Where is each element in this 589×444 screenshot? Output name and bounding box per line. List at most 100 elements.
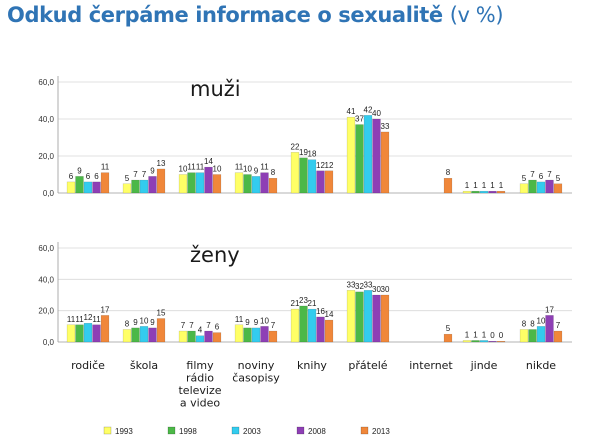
bar	[443, 333, 453, 343]
data-label: 17	[101, 305, 110, 314]
data-label: 5	[125, 174, 130, 183]
data-label: 7	[142, 170, 147, 179]
legend-swatch	[167, 426, 176, 435]
bar	[243, 327, 252, 343]
bar	[100, 172, 110, 194]
data-label: 1	[490, 181, 495, 190]
data-label: 5	[446, 324, 451, 333]
data-label: 0	[490, 331, 495, 340]
bar	[290, 152, 300, 194]
y-tick-label: 40,0	[38, 115, 54, 124]
bar	[519, 329, 529, 343]
data-label: 11	[235, 163, 244, 172]
x-category-label: rádio	[186, 372, 214, 385]
x-category-label: rodiče	[71, 359, 105, 372]
data-label: 1	[482, 181, 487, 190]
data-label: 1	[473, 330, 478, 339]
data-label: 11	[67, 315, 76, 324]
data-label: 7	[181, 321, 186, 330]
data-label: 8	[125, 319, 130, 328]
legend-label: 1993	[115, 427, 133, 436]
data-label: 11	[187, 163, 196, 172]
data-label: 18	[308, 150, 317, 159]
data-label: 6	[69, 172, 74, 181]
data-label: 12	[316, 161, 325, 170]
data-label: 10	[260, 316, 269, 325]
y-tick-label: 20,0	[38, 152, 54, 161]
legend-swatch	[296, 426, 305, 435]
bar	[204, 330, 213, 343]
data-label: 17	[545, 305, 554, 314]
data-label: 10	[243, 165, 252, 174]
data-label: 7	[189, 321, 194, 330]
y-tick-label: 20,0	[38, 307, 54, 316]
bar	[195, 335, 205, 343]
bar	[355, 124, 364, 194]
panel-title-zeny: ženy	[190, 243, 240, 267]
data-label: 41	[347, 107, 356, 116]
bar	[316, 170, 325, 194]
data-label: 9	[77, 166, 82, 175]
data-label: 8	[522, 319, 527, 328]
bar	[178, 174, 188, 194]
bar	[234, 324, 244, 343]
bar	[204, 166, 213, 194]
data-label: 15	[157, 309, 166, 318]
y-tick-label: 60,0	[38, 78, 54, 87]
data-label: 11	[196, 163, 205, 172]
bar	[83, 323, 93, 343]
legend-swatch	[360, 426, 369, 435]
panel-title-muzi: muži	[190, 77, 241, 101]
legend-swatch	[103, 426, 112, 435]
data-label: 1	[465, 330, 470, 339]
bar	[553, 330, 563, 343]
data-label: 40	[372, 109, 381, 118]
bar	[83, 181, 93, 194]
bar	[75, 176, 84, 194]
data-label: 5	[522, 174, 527, 183]
bar	[148, 176, 157, 194]
legend-label: 2013	[372, 427, 390, 436]
data-label: 32	[355, 282, 364, 291]
x-category-label: časopisy	[232, 372, 280, 385]
bar	[100, 315, 110, 343]
legend-swatch	[231, 426, 240, 435]
bar	[553, 183, 563, 194]
data-label: 1	[499, 181, 504, 190]
x-category-label: internet	[409, 359, 453, 372]
y-tick-label: 0,0	[43, 338, 55, 347]
data-label: 33	[347, 280, 356, 289]
bar	[346, 290, 356, 343]
data-label: 6	[94, 172, 99, 181]
bar	[519, 183, 529, 194]
bar	[156, 168, 166, 194]
y-tick-label: 60,0	[38, 244, 54, 253]
data-label: 7	[547, 170, 552, 179]
bar	[268, 330, 278, 343]
bar	[260, 172, 269, 194]
bar	[139, 326, 149, 343]
bar	[363, 115, 373, 194]
bar	[212, 174, 222, 194]
data-label: 30	[372, 285, 381, 294]
bar	[243, 174, 252, 194]
bar	[372, 118, 381, 194]
bar	[324, 319, 334, 343]
bar	[268, 177, 278, 194]
bar	[307, 159, 317, 194]
data-label: 10	[140, 316, 149, 325]
data-label: 12	[84, 313, 93, 322]
bar	[380, 294, 390, 343]
bar	[380, 131, 390, 194]
bar	[545, 179, 554, 194]
data-label: 9	[150, 166, 155, 175]
bar	[496, 341, 506, 343]
bar	[299, 157, 308, 194]
data-label: 21	[291, 299, 300, 308]
x-category-label: filmy	[186, 359, 214, 372]
bar	[131, 327, 140, 343]
title-text: Odkud čerpáme informace o sexualitě	[7, 3, 443, 27]
bar	[195, 172, 205, 194]
bar	[92, 324, 101, 343]
